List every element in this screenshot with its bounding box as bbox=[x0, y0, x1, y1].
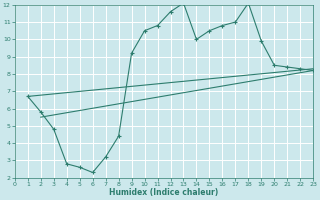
X-axis label: Humidex (Indice chaleur): Humidex (Indice chaleur) bbox=[109, 188, 219, 197]
